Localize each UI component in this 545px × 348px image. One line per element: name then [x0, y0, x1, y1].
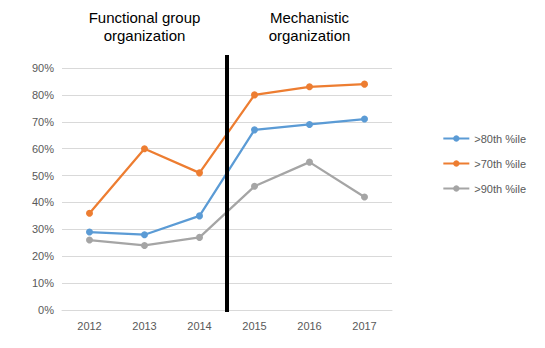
svg-text:>90th %ile: >90th %ile — [474, 183, 526, 195]
svg-text:Functional group: Functional group — [89, 9, 201, 26]
svg-text:0%: 0% — [38, 304, 54, 316]
svg-text:70%: 70% — [32, 116, 54, 128]
svg-text:10%: 10% — [32, 277, 54, 289]
svg-text:60%: 60% — [32, 143, 54, 155]
svg-text:2013: 2013 — [132, 320, 156, 332]
svg-text:40%: 40% — [32, 196, 54, 208]
svg-text:2016: 2016 — [297, 320, 321, 332]
svg-text:Mechanistic: Mechanistic — [270, 9, 350, 26]
svg-text:50%: 50% — [32, 170, 54, 182]
svg-text:2012: 2012 — [77, 320, 101, 332]
svg-text:30%: 30% — [32, 223, 54, 235]
svg-text:organization: organization — [104, 27, 186, 44]
svg-text:2015: 2015 — [242, 320, 266, 332]
svg-text:2014: 2014 — [187, 320, 211, 332]
svg-text:80%: 80% — [32, 89, 54, 101]
svg-text:>80th %ile: >80th %ile — [474, 133, 526, 145]
svg-text:>70th %ile: >70th %ile — [474, 158, 526, 170]
svg-text:90%: 90% — [32, 62, 54, 74]
svg-text:20%: 20% — [32, 250, 54, 262]
svg-text:2017: 2017 — [352, 320, 376, 332]
svg-text:organization: organization — [269, 27, 351, 44]
